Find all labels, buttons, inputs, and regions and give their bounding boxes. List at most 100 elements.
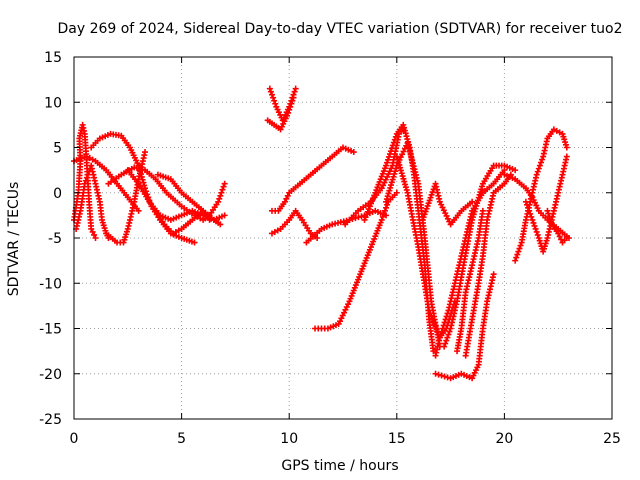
data-point [89,228,96,235]
series-arc-15 [312,189,400,332]
data-point [267,88,274,95]
data-point [392,133,399,140]
series-arc-11 [264,94,297,133]
data-point [563,144,570,151]
data-point [88,225,95,232]
data-point [137,171,144,178]
data-point [289,97,296,104]
data-point [535,165,542,172]
data-point [219,186,226,193]
data-point [272,100,279,107]
x-tick-label: 5 [177,431,186,447]
series-arc-22 [432,271,497,382]
data-point [389,142,396,149]
data-point [384,159,391,166]
x-tick-label: 25 [603,431,621,447]
data-point [401,127,408,134]
data-point [517,242,524,249]
data-point [443,313,450,320]
data-point [563,235,570,241]
data-point [444,310,451,317]
data-point [387,148,394,155]
data-point [442,316,449,323]
data-point [271,97,278,104]
x-tick-label: 10 [280,431,298,447]
data-point [402,130,409,137]
data-point [390,139,397,146]
data-point [386,151,393,158]
data-point [292,85,299,92]
data-point [383,204,390,211]
data-point [532,225,539,232]
data-point [379,213,386,220]
data-point [221,180,228,187]
data-point [220,183,227,190]
data-point [288,100,295,107]
data-point [444,374,451,381]
data-point [291,88,298,95]
series-arc-12 [268,144,357,214]
x-tick-label: 20 [495,431,513,447]
data-point [384,156,391,163]
data-point [527,210,534,217]
data-point [436,334,443,341]
data-point [534,168,541,175]
data-point [84,171,91,178]
data-point [445,331,452,338]
data-point [441,373,448,380]
data-point [92,235,99,241]
data-point [266,85,273,92]
data-point [393,189,400,196]
data-point [287,103,294,110]
data-point [446,328,453,335]
data-point [314,235,321,241]
series-arc-23 [441,162,519,350]
data-point [355,214,362,221]
data-point [441,319,448,326]
data-point [286,106,293,113]
data-point [523,201,530,208]
y-tick-label: -25 [39,412,62,428]
data-point [91,231,98,238]
data-point [283,195,290,202]
data-point [135,207,142,214]
data-point [526,207,533,214]
data-point [443,337,450,344]
data-point [514,251,521,258]
data-point [438,328,445,335]
series-arc-20 [419,180,476,228]
series-arc-14 [303,207,390,246]
data-point [350,149,357,156]
data-point [529,216,536,223]
data-point [534,231,541,238]
data-point [215,198,222,205]
data-point [381,207,388,214]
data-point [522,198,529,205]
data-point [388,145,395,152]
data-point [513,254,520,261]
data-point [528,213,535,220]
data-point [216,195,223,202]
data-point [221,212,228,219]
data-point [83,174,90,181]
data-markers [71,85,572,382]
x-tick-label: 0 [70,431,79,447]
axis-ticks: 0 5 10 15 20 25 15 10 5 0 -5 -10 -15 -20 -25 [39,50,621,447]
series-arc-13 [268,207,321,241]
grid-lines [74,57,612,419]
data-point [438,372,445,379]
data-point [442,340,449,347]
y-tick-label: -15 [39,322,62,338]
data-point [217,192,224,199]
data-point [385,153,392,160]
data-point [358,213,365,220]
data-point [400,121,407,128]
data-point [384,201,391,208]
series-arc-7 [124,167,228,223]
data-point [479,207,486,214]
y-tick-label: 10 [44,95,62,111]
data-point [531,222,538,229]
series-arc-29 [544,207,570,246]
data-point [525,204,532,211]
